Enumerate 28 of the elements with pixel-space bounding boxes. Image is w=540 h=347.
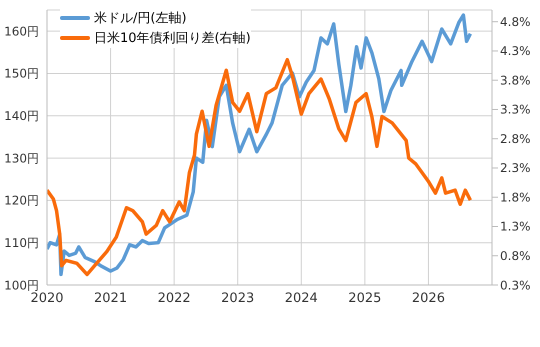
y-tick-label: 130円 [4,151,39,166]
x-tick-label: 2023 [221,291,254,306]
y2-tick-label: 0.8% [500,249,530,264]
x-tick-label: 2025 [348,291,382,306]
y-tick-label: 120円 [4,194,39,208]
x-tick-label: 2022 [158,291,191,306]
y2-tick-label: 1.3% [500,220,530,234]
y-tick-label: 140円 [4,109,39,124]
x-tick-label: 2021 [94,291,128,306]
y-tick-label: 160円 [4,24,39,38]
y2-tick-label: 2.8% [500,132,530,146]
x-tick-label: 2024 [284,291,318,306]
y2-tick-label: 3.8% [500,73,530,88]
x-tick-label: 2026 [412,291,445,306]
line-series [47,58,472,276]
y2-tick-label: 4.8% [500,14,530,29]
line-series [47,13,472,276]
x-tick-label: 2020 [30,291,64,306]
y2-tick-label: 3.3% [500,102,530,117]
y2-tick-label: 2.3% [500,161,530,176]
y2-tick-label: 4.3% [500,44,530,58]
y-tick-label: 110円 [4,236,39,250]
y2-tick-label: 0.3% [500,278,530,292]
y-tick-label: 150円 [4,66,39,81]
legend-label: 日米10年債利回り差(右軸) [94,30,251,47]
legend-label: 米ドル/円(左軸) [94,10,187,27]
y-tick-label: 100円 [4,278,39,292]
y2-tick-label: 1.8% [500,190,530,204]
